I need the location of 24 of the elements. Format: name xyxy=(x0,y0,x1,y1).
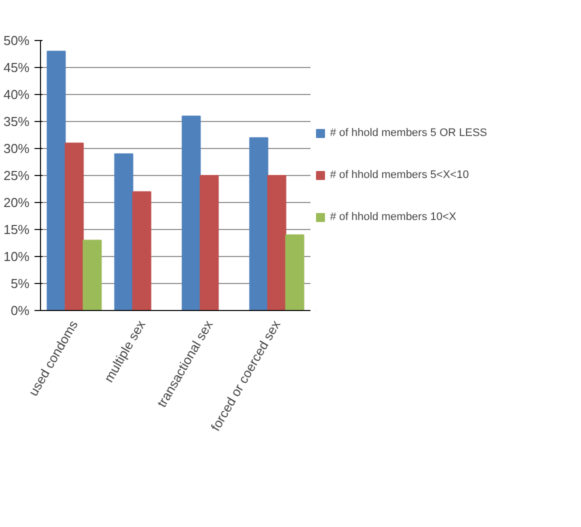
bar xyxy=(114,153,134,310)
legend-label: # of hhold members 5<X<10 xyxy=(330,169,469,181)
legend-label: # of hhold members 5 OR LESS xyxy=(330,127,488,139)
bar xyxy=(46,50,66,310)
bar xyxy=(285,234,304,310)
y-tick-label: 40% xyxy=(3,87,30,102)
y-tick-label: 5% xyxy=(10,276,30,291)
bar xyxy=(267,175,286,310)
y-tick-label: 30% xyxy=(3,141,30,156)
bar xyxy=(132,191,152,310)
legend-label: # of hhold members 10<X xyxy=(330,211,456,223)
y-tick-label: 15% xyxy=(3,222,30,237)
bar xyxy=(82,240,102,310)
y-tick-label: 20% xyxy=(3,195,30,210)
bar xyxy=(64,142,84,310)
y-tick-label: 0% xyxy=(10,303,30,318)
bar xyxy=(200,175,219,310)
y-tick-label: 45% xyxy=(3,60,30,75)
y-tick-label: 50% xyxy=(3,33,30,48)
y-tick-label: 25% xyxy=(3,168,30,183)
y-tick-label: 10% xyxy=(3,249,30,264)
y-tick-label: 35% xyxy=(3,114,30,129)
bar xyxy=(182,116,201,310)
bar xyxy=(249,137,268,310)
